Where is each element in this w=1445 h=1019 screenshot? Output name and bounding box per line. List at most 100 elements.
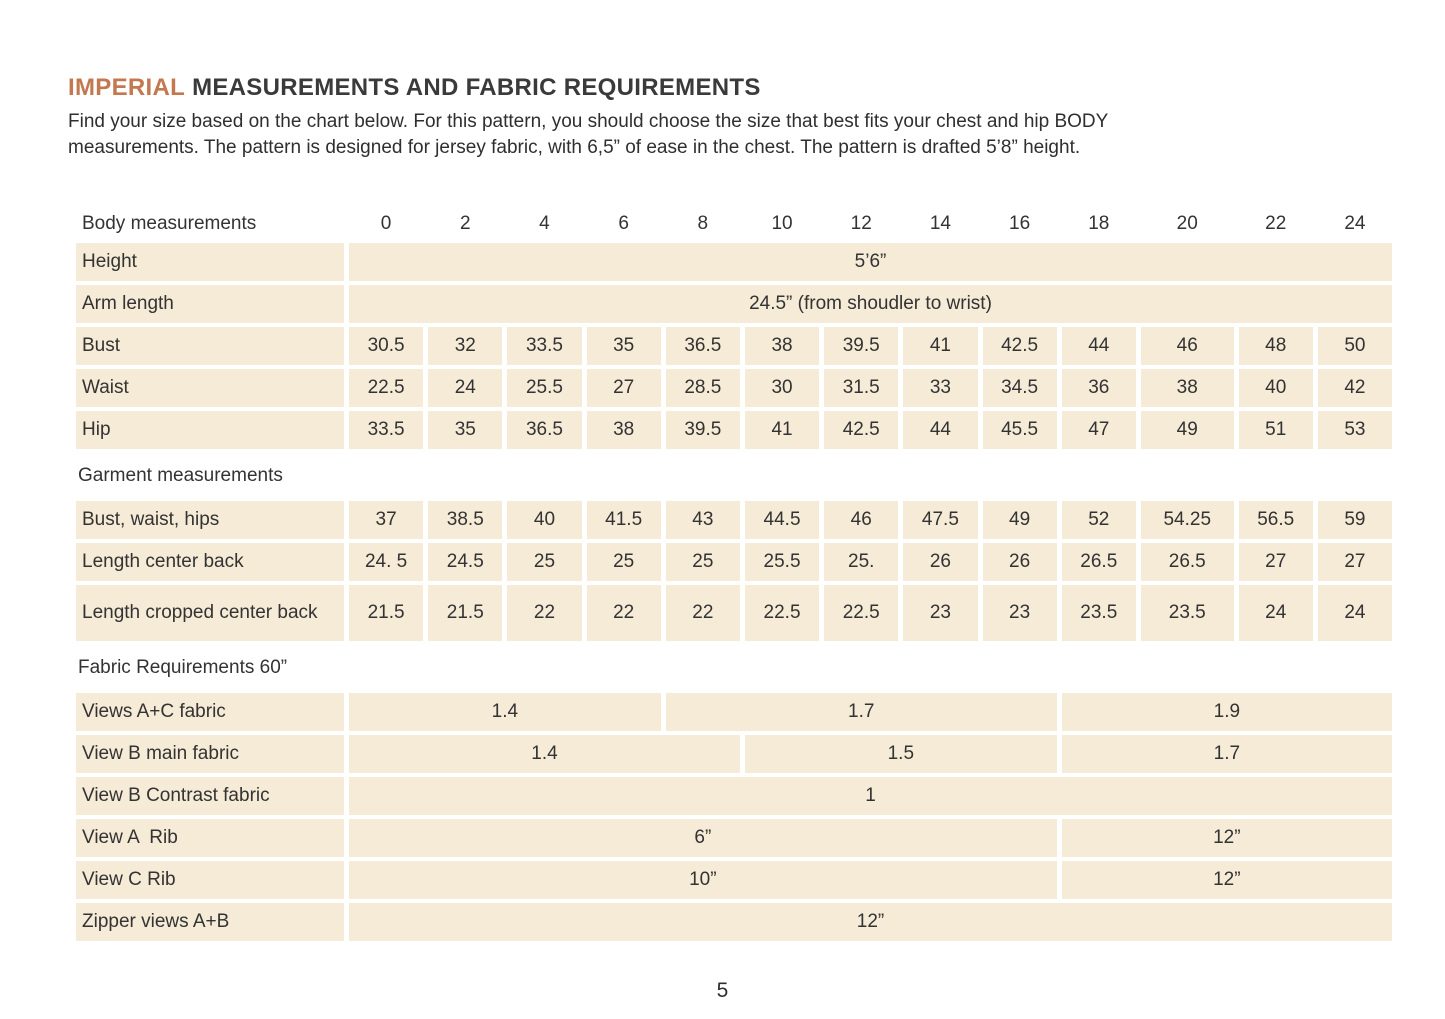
value-cell: 30.5 (349, 327, 424, 365)
intro-paragraph: Find your size based on the chart below.… (68, 109, 1392, 161)
section-title: Garment measurements (78, 465, 283, 486)
row-label: Waist (76, 369, 344, 407)
value-cell: 53 (1317, 411, 1392, 449)
intro-line-1: Find your size based on the chart below.… (68, 111, 1109, 132)
value-cell: 42.5 (982, 327, 1057, 365)
value-cell: 44 (1061, 327, 1136, 365)
table-row: View B Contrast fabric 1 (76, 777, 1392, 815)
value-cell: 59 (1317, 501, 1392, 539)
value-cell: 37 (349, 501, 424, 539)
table-row: Height 5’6” (76, 243, 1392, 281)
row-label: Arm length (76, 285, 344, 323)
value-cell: 50 (1317, 327, 1392, 365)
table-row: Length center back 24. 5 24.5 25 25 25 25.5 25.… (76, 543, 1392, 581)
size-column-header: 4 (539, 213, 550, 234)
size-column-header: 10 (771, 213, 793, 234)
value-cell: 25. (824, 543, 899, 581)
value-cell: 25 (507, 543, 582, 581)
value-cell: 25 (586, 543, 661, 581)
value-cell: 27 (1317, 543, 1392, 581)
value-cell: 22 (665, 585, 740, 641)
value-cell: 44 (903, 411, 978, 449)
section-title: Fabric Requirements 60” (78, 657, 288, 678)
row-label: Length cropped center back (76, 585, 344, 641)
value-cell: 51 (1238, 411, 1313, 449)
row-label: View B main fabric (76, 735, 344, 773)
value-cell: 41 (744, 411, 820, 449)
value-cell: 36 (1061, 369, 1136, 407)
size-column-header: 16 (1009, 213, 1031, 234)
value-cell: 35 (586, 327, 661, 365)
value-cell: 27 (1238, 543, 1313, 581)
value-cell: 27 (586, 369, 661, 407)
table-row: Zipper views A+B 12” (76, 903, 1392, 941)
value-cell: 28.5 (665, 369, 740, 407)
size-column-header: 24 (1344, 213, 1366, 234)
value-cell: 45.5 (982, 411, 1057, 449)
merged-value-cell: 10” (349, 861, 1057, 899)
value-cell: 22.5 (744, 585, 820, 641)
row-label: Bust, waist, hips (76, 501, 344, 539)
section-header-row: Fabric Requirements 60” (76, 645, 1392, 691)
value-cell: 23.5 (1061, 585, 1136, 641)
merged-value-cell: 1.4 (349, 735, 740, 773)
merged-value-cell: 6” (349, 819, 1057, 857)
size-column-header: 6 (618, 213, 629, 234)
intro-line-2: measurements. The pattern is designed fo… (68, 137, 1081, 158)
merged-value-cell: 1.4 (349, 693, 661, 731)
table-row: Arm length 24.5” (from shoudler to wrist) (76, 285, 1392, 323)
value-cell: 46 (824, 501, 899, 539)
page-title-highlight: IMPERIAL (68, 74, 186, 101)
row-label: Height (76, 243, 344, 281)
value-cell: 24 (428, 369, 503, 407)
value-cell: 42.5 (824, 411, 899, 449)
value-cell: 22.5 (349, 369, 424, 407)
merged-value-cell: 12” (1061, 819, 1392, 857)
row-label: Bust (76, 327, 344, 365)
size-column-header: 20 (1176, 213, 1198, 234)
merged-value-cell: 1.7 (1061, 735, 1392, 773)
value-cell: 38 (744, 327, 820, 365)
merged-value-cell: 12” (349, 903, 1392, 941)
value-cell: 39.5 (824, 327, 899, 365)
value-cell: 33.5 (349, 411, 424, 449)
value-cell: 23 (903, 585, 978, 641)
page-title-rest: MEASUREMENTS AND FABRIC REQUIREMENTS (192, 74, 761, 101)
value-cell: 38 (1140, 369, 1234, 407)
size-column-header: 22 (1265, 213, 1287, 234)
table-row: Hip 33.5 35 36.5 38 39.5 41 42.5 44 45.5 47 49 51 53 (76, 411, 1392, 449)
value-cell: 22.5 (824, 585, 899, 641)
value-cell: 47 (1061, 411, 1136, 449)
size-column-header: 0 (380, 213, 392, 234)
value-cell: 24 (1238, 585, 1313, 641)
value-cell: 21.5 (428, 585, 503, 641)
page-number: 5 (716, 979, 729, 1002)
value-cell: 44.5 (744, 501, 820, 539)
value-cell: 24 (1317, 585, 1392, 641)
value-cell: 31.5 (824, 369, 899, 407)
value-cell: 41 (903, 327, 978, 365)
size-column-header: 12 (850, 213, 872, 234)
table-row: Body measurements 0 2 4 6 8 10 12 14 16 18 20 22 24 (76, 207, 1392, 241)
value-cell: 40 (1238, 369, 1313, 407)
row-label: Body measurements (82, 213, 257, 234)
value-cell: 48 (1238, 327, 1313, 365)
table-row: View B main fabric 1.4 1.5 1.7 (76, 735, 1392, 773)
page-title: IMPERIAL MEASUREMENTS AND FABRIC REQUIREM… (68, 74, 1392, 102)
value-cell: 38.5 (428, 501, 503, 539)
row-label: View B Contrast fabric (76, 777, 344, 815)
document-page: IMPERIAL MEASUREMENTS AND FABRIC REQUIREM… (68, 74, 1392, 941)
row-label: View C Rib (76, 861, 344, 899)
table-row: View A Rib 6” 12” (76, 819, 1392, 857)
value-cell: 26.5 (1140, 543, 1234, 581)
size-chart-table: Body measurements 0 2 4 6 8 10 12 14 16 18 20 22 24 He… (76, 207, 1392, 941)
value-cell: 22 (507, 585, 582, 641)
size-column-header: 8 (697, 213, 709, 234)
value-cell: 47.5 (903, 501, 978, 539)
table-row: Views A+C fabric 1.4 1.7 1.9 (76, 693, 1392, 731)
merged-value-cell: 1.9 (1061, 693, 1392, 731)
value-cell: 35 (428, 411, 503, 449)
section-header-row: Garment measurements (76, 453, 1392, 499)
merged-value-cell: 1.7 (665, 693, 1057, 731)
row-label: Length center back (76, 543, 344, 581)
